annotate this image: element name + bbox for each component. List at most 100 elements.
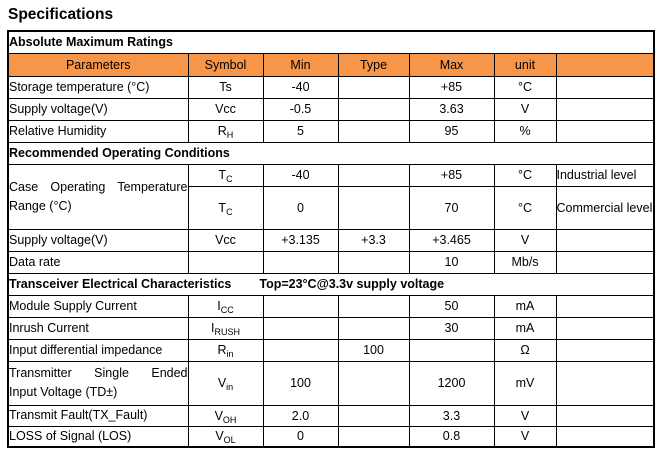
cell-min: 2.0 — [262, 404, 339, 427]
cell-param: Transmit Fault(TX_Fault) — [7, 404, 189, 427]
section-title-transceiver-electrical-characteristics: Transceiver Electrical Characteristics To… — [7, 272, 655, 296]
cell-symbol: RH — [187, 119, 264, 143]
cell-param: Storage temperature (°C) — [7, 75, 189, 99]
table-row-case-operating-temperature-industrial: Case Operating Temperature Range (°C) TC… — [7, 163, 655, 230]
column-header-type: Type — [337, 52, 410, 77]
cell-min — [262, 250, 339, 274]
cell-param: Input differential impedance — [7, 338, 189, 362]
cell-unit: °C — [493, 163, 557, 187]
cell-type — [337, 404, 410, 427]
cell-unit: mV — [493, 360, 557, 406]
column-header-unit: unit — [493, 52, 557, 77]
cell-symbol: TC — [187, 185, 264, 230]
cell-type — [337, 75, 410, 99]
cell-max: 70 — [408, 185, 495, 230]
cell-max: 1200 — [408, 360, 495, 406]
cell-type — [337, 119, 410, 143]
cell-symbol: Ts — [187, 75, 264, 99]
cell-min — [262, 338, 339, 362]
cell-type — [337, 360, 410, 406]
table-row-inrush-current: Inrush Current IRUSH 30 mA — [7, 316, 655, 340]
cell-note: Industrial level — [555, 163, 655, 187]
cell-note: Commercial level — [555, 185, 655, 230]
cell-symbol: ICC — [187, 294, 264, 318]
cell-symbol: IRUSH — [187, 316, 264, 340]
table-row-transmit-fault: Transmit Fault(TX_Fault) VOH 2.0 3.3 V — [7, 404, 655, 427]
cell-unit: Ω — [493, 338, 557, 362]
cell-type — [337, 425, 410, 448]
cell-unit: °C — [493, 75, 557, 99]
cell-note — [555, 404, 655, 427]
table-row-data-rate: Data rate 10 Mb/s — [7, 250, 655, 274]
cell-unit: V — [493, 425, 557, 448]
section-row-absolute-maximum-ratings: Absolute Maximum Ratings — [7, 30, 655, 54]
cell-unit: mA — [493, 316, 557, 340]
table-row-supply-voltage-abs: Supply voltage(V) Vcc -0.5 3.63 V — [7, 97, 655, 121]
cell-note — [555, 316, 655, 340]
cell-min — [262, 294, 339, 318]
table-row-module-supply-current: Module Supply Current ICC 50 mA — [7, 294, 655, 318]
section-title-recommended-operating-conditions: Recommended Operating Conditions — [7, 141, 655, 165]
cell-min — [262, 316, 339, 340]
cell-symbol: Vin — [187, 360, 264, 406]
table-row-input-differential-impedance: Input differential impedance Rin 100 Ω — [7, 338, 655, 362]
cell-symbol: Vcc — [187, 97, 264, 121]
cell-note — [555, 294, 655, 318]
cell-type — [337, 294, 410, 318]
cell-max: 0.8 — [408, 425, 495, 448]
cell-note — [555, 250, 655, 274]
cell-unit: V — [493, 228, 557, 252]
section-row-recommended-operating-conditions: Recommended Operating Conditions — [7, 141, 655, 165]
cell-type: +3.3 — [337, 228, 410, 252]
column-header-row: Parameters Symbol Min Type Max unit — [7, 52, 655, 77]
cell-param: LOSS of Signal (LOS) — [7, 425, 189, 448]
cell-min: 5 — [262, 119, 339, 143]
cell-min: 100 — [262, 360, 339, 406]
table-row-relative-humidity: Relative Humidity RH 5 95 % — [7, 119, 655, 143]
cell-note — [555, 228, 655, 252]
cell-min: +3.135 — [262, 228, 339, 252]
table-row-transmitter-single-ended-input-voltage: Transmitter Single Ended Input Voltage (… — [7, 360, 655, 406]
cell-min: 0 — [262, 185, 339, 230]
cell-max: 95 — [408, 119, 495, 143]
cell-symbol: TC — [187, 163, 264, 187]
cell-note — [555, 119, 655, 143]
page-title: Specifications — [8, 6, 114, 23]
cell-unit: V — [493, 97, 557, 121]
page: Specifications Absolute Maximum Ratings … — [0, 5, 662, 448]
specifications-table: Absolute Maximum Ratings Parameters Symb… — [7, 30, 655, 448]
cell-param: Case Operating Temperature Range (°C) — [7, 163, 189, 230]
cell-symbol: Vcc — [187, 228, 264, 252]
cell-param: Inrush Current — [7, 316, 189, 340]
cell-type — [337, 163, 410, 187]
cell-min: -40 — [262, 75, 339, 99]
cell-note — [555, 97, 655, 121]
section-row-transceiver-electrical-characteristics: Transceiver Electrical Characteristics To… — [7, 272, 655, 296]
column-header-symbol: Symbol — [187, 52, 264, 77]
section-subtitle-test-condition: Top=23°C@3.3v supply voltage — [259, 277, 445, 291]
cell-unit: mA — [493, 294, 557, 318]
cell-note — [555, 338, 655, 362]
section-title-absolute-maximum-ratings: Absolute Maximum Ratings — [7, 30, 655, 54]
column-header-min: Min — [262, 52, 339, 77]
column-header-max: Max — [408, 52, 495, 77]
cell-param: Relative Humidity — [7, 119, 189, 143]
cell-symbol: Rin — [187, 338, 264, 362]
cell-max: +85 — [408, 75, 495, 99]
cell-max: 3.63 — [408, 97, 495, 121]
table-row-storage-temperature: Storage temperature (°C) Ts -40 +85 °C — [7, 75, 655, 99]
cell-min: -0.5 — [262, 97, 339, 121]
cell-symbol: VOL — [187, 425, 264, 448]
cell-max: 10 — [408, 250, 495, 274]
cell-unit: % — [493, 119, 557, 143]
cell-type: 100 — [337, 338, 410, 362]
cell-param: Transmitter Single Ended Input Voltage (… — [7, 360, 189, 406]
cell-min: -40 — [262, 163, 339, 187]
cell-type — [337, 185, 410, 230]
cell-param: Module Supply Current — [7, 294, 189, 318]
cell-unit: V — [493, 404, 557, 427]
cell-unit: °C — [493, 185, 557, 230]
cell-note — [555, 360, 655, 406]
cell-max: +3.465 — [408, 228, 495, 252]
table-row-loss-of-signal: LOSS of Signal (LOS) VOL 0 0.8 V — [7, 425, 655, 448]
